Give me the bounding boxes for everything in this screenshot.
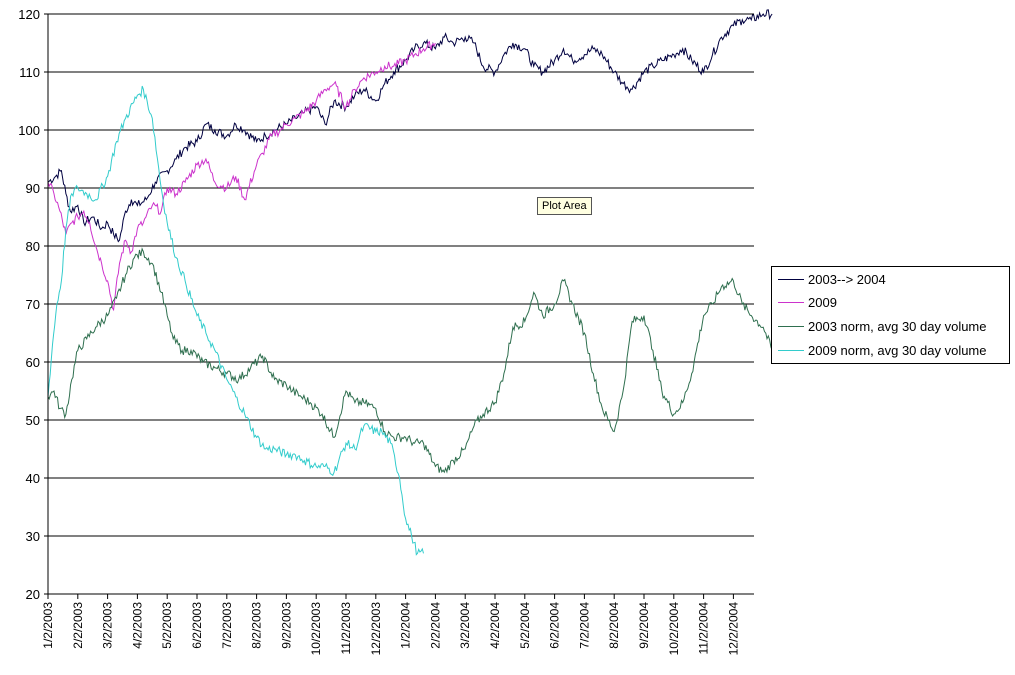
x-tick-label: 8/2/2003 — [250, 602, 264, 649]
legend-swatch-2003-2004 — [778, 278, 804, 280]
series-line-3 — [47, 85, 424, 556]
x-tick-label: 8/2/2004 — [607, 602, 621, 649]
legend-label: 2009 — [808, 294, 837, 310]
legend-item: 2009 — [778, 293, 837, 311]
legend-swatch-2009 — [778, 301, 804, 303]
x-tick-label: 4/2/2003 — [130, 602, 144, 649]
y-tick-label: 110 — [19, 65, 40, 80]
gridlines — [48, 13, 754, 595]
y-axis-ticks: 20 30 40 50 60 70 80 90 100 110 120 — [18, 7, 48, 602]
x-tick-label: 6/2/2003 — [190, 602, 204, 649]
legend-swatch-2003-volume — [778, 325, 804, 327]
x-tick-label: 7/2/2003 — [220, 602, 234, 649]
legend-label: 2003 norm, avg 30 day volume — [808, 318, 987, 334]
y-tick-label: 20 — [26, 587, 40, 602]
y-tick-label: 30 — [26, 529, 40, 544]
plot-area-tooltip: Plot Area — [537, 197, 592, 215]
series-line-1 — [47, 40, 436, 312]
x-tick-label: 3/2/2003 — [101, 602, 115, 649]
x-tick-label: 3/2/2004 — [458, 602, 472, 649]
x-tick-label: 9/2/2003 — [279, 602, 293, 649]
y-tick-label: 40 — [26, 471, 40, 486]
x-tick-label: 10/2/2003 — [309, 602, 323, 656]
x-tick-label: 2/2/2003 — [71, 602, 85, 649]
legend-item: 2003 norm, avg 30 day volume — [778, 317, 987, 335]
y-tick-label: 50 — [26, 413, 40, 428]
x-tick-label: 4/2/2004 — [488, 602, 502, 649]
x-tick-label: 12/2/2003 — [369, 602, 383, 656]
x-tick-label: 9/2/2004 — [637, 602, 651, 649]
series-line-2 — [47, 247, 779, 474]
x-tick-label: 6/2/2004 — [548, 602, 562, 649]
y-tick-label: 60 — [26, 355, 40, 370]
x-tick-label: 12/2/2004 — [726, 602, 740, 656]
x-tick-label: 5/2/2004 — [518, 602, 532, 649]
legend-item: 2003--> 2004 — [778, 270, 886, 288]
legend-label: 2009 norm, avg 30 day volume — [808, 342, 987, 358]
series-lines — [47, 9, 779, 556]
y-tick-label: 100 — [18, 123, 40, 138]
x-tick-label: 11/2/2004 — [697, 602, 711, 655]
legend: 2003--> 2004 2009 2003 norm, avg 30 day … — [771, 266, 1010, 364]
legend-item: 2009 norm, avg 30 day volume — [778, 341, 987, 359]
x-tick-label: 1/2/2003 — [41, 602, 55, 649]
y-tick-label: 90 — [26, 181, 40, 196]
series-line-0 — [47, 9, 773, 243]
y-tick-label: 80 — [26, 239, 40, 254]
x-tick-label: 11/2/2003 — [339, 602, 353, 655]
x-tick-label: 7/2/2004 — [577, 602, 591, 649]
x-tick-label: 1/2/2004 — [399, 602, 413, 649]
x-axis-ticks: 1/2/2003 2/2/2003 3/2/2003 4/2/2003 5/2/2003… — [41, 594, 740, 655]
x-tick-label: 10/2/2004 — [667, 602, 681, 656]
y-tick-label: 70 — [26, 297, 40, 312]
x-tick-label: 5/2/2003 — [160, 602, 174, 649]
legend-swatch-2009-volume — [778, 349, 804, 351]
x-tick-label: 2/2/2004 — [428, 602, 442, 649]
y-tick-label: 120 — [18, 7, 40, 22]
legend-label: 2003--> 2004 — [808, 271, 886, 287]
